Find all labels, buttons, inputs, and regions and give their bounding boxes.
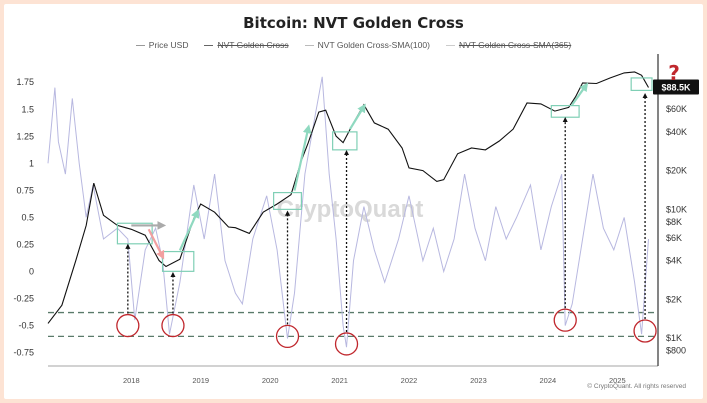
legend-swatch — [304, 44, 314, 46]
trend-arrow — [293, 124, 312, 191]
legend-swatch — [445, 44, 455, 46]
y-right-tick-label: $40K — [666, 127, 687, 137]
legend-item[interactable]: NVT Golden Cross-SMA(100) — [304, 40, 430, 50]
x-tick-label: 2023 — [470, 376, 487, 385]
legend-swatch — [135, 44, 145, 46]
y-right-tick-label: $10K — [666, 204, 687, 214]
y-right-tick-label: $4K — [666, 256, 682, 266]
legend-swatch — [204, 44, 214, 46]
chart-legend: Price USD NVT Golden Cross NVT Golden Cros… — [4, 40, 703, 50]
trend-arrow — [349, 103, 366, 130]
nvt-series-line — [47, 76, 649, 348]
y-left-tick-label: 0 — [29, 266, 34, 276]
y-left-tick-label: 0.75 — [16, 185, 34, 195]
legend-item[interactable]: Price USD — [135, 40, 189, 50]
x-tick-label: 2025 — [609, 376, 626, 385]
y-right-tick-label: $20K — [666, 166, 687, 176]
y-right-tick-label: $2K — [666, 294, 682, 304]
y-left-tick-label: -0.25 — [13, 294, 34, 304]
signal-circle — [275, 324, 300, 349]
y-right-tick-label: $800 — [666, 346, 686, 356]
y-right-tick-label: $1K — [666, 333, 682, 343]
legend-item[interactable]: NVT Golden Cross — [204, 40, 289, 50]
chart-plot: CryptoQuant1.751.51.2510.750.50.250-0.25… — [13, 54, 699, 390]
trend-arrow — [178, 209, 200, 251]
x-tick-label: 2022 — [401, 376, 418, 385]
signal-box — [161, 250, 195, 272]
trend-arrow — [571, 82, 589, 106]
y-left-tick-label: 1.5 — [21, 104, 34, 114]
y-left-tick-label: -0.75 — [13, 348, 34, 358]
legend-label: NVT Golden Cross-SMA(100) — [317, 40, 430, 50]
x-tick-label: 2021 — [331, 376, 348, 385]
signal-circle — [553, 308, 577, 332]
legend-label: NVT Golden Cross — [217, 40, 289, 50]
signal-circle — [633, 319, 657, 343]
signal-circle — [334, 332, 359, 356]
copyright-text: © CryptoQuant. All rights reserved — [587, 382, 686, 390]
x-tick-label: 2019 — [192, 376, 209, 385]
y-left-tick-label: 0.25 — [16, 239, 34, 249]
y-right-tick-label: $8K — [666, 217, 682, 227]
y-left-tick-label: 0.5 — [21, 212, 34, 222]
price-series-line — [47, 71, 649, 324]
x-tick-label: 2024 — [540, 376, 557, 385]
y-left-tick-label: -0.5 — [18, 321, 34, 331]
legend-label: NVT Golden Cross-SMA(365) — [458, 40, 572, 50]
current-price-label: $88.5K — [661, 82, 691, 92]
question-mark: ? — [668, 61, 680, 85]
chart-title: Bitcoin: NVT Golden Cross — [243, 14, 464, 32]
chart-card: Bitcoin: NVT Golden Cross Price USD NVT G… — [4, 4, 703, 399]
y-right-tick-label: $60K — [666, 104, 687, 114]
current-price-badge — [653, 79, 699, 95]
x-tick-label: 2020 — [262, 376, 279, 385]
x-tick-label: 2018 — [123, 376, 140, 385]
signal-box — [116, 222, 153, 245]
y-left-tick-label: 1 — [29, 158, 34, 168]
legend-label: Price USD — [148, 40, 189, 50]
y-right-tick-label: $6K — [666, 233, 682, 243]
y-left-tick-label: 1.75 — [16, 77, 34, 87]
signal-box — [332, 131, 358, 151]
y-left-tick-label: 1.25 — [16, 131, 34, 141]
trend-arrow — [147, 228, 165, 260]
signal-circle — [161, 313, 185, 338]
legend-item[interactable]: NVT Golden Cross-SMA(365) — [445, 40, 572, 50]
signal-box — [630, 77, 653, 92]
signal-box — [273, 191, 303, 210]
signal-circle — [116, 313, 140, 338]
